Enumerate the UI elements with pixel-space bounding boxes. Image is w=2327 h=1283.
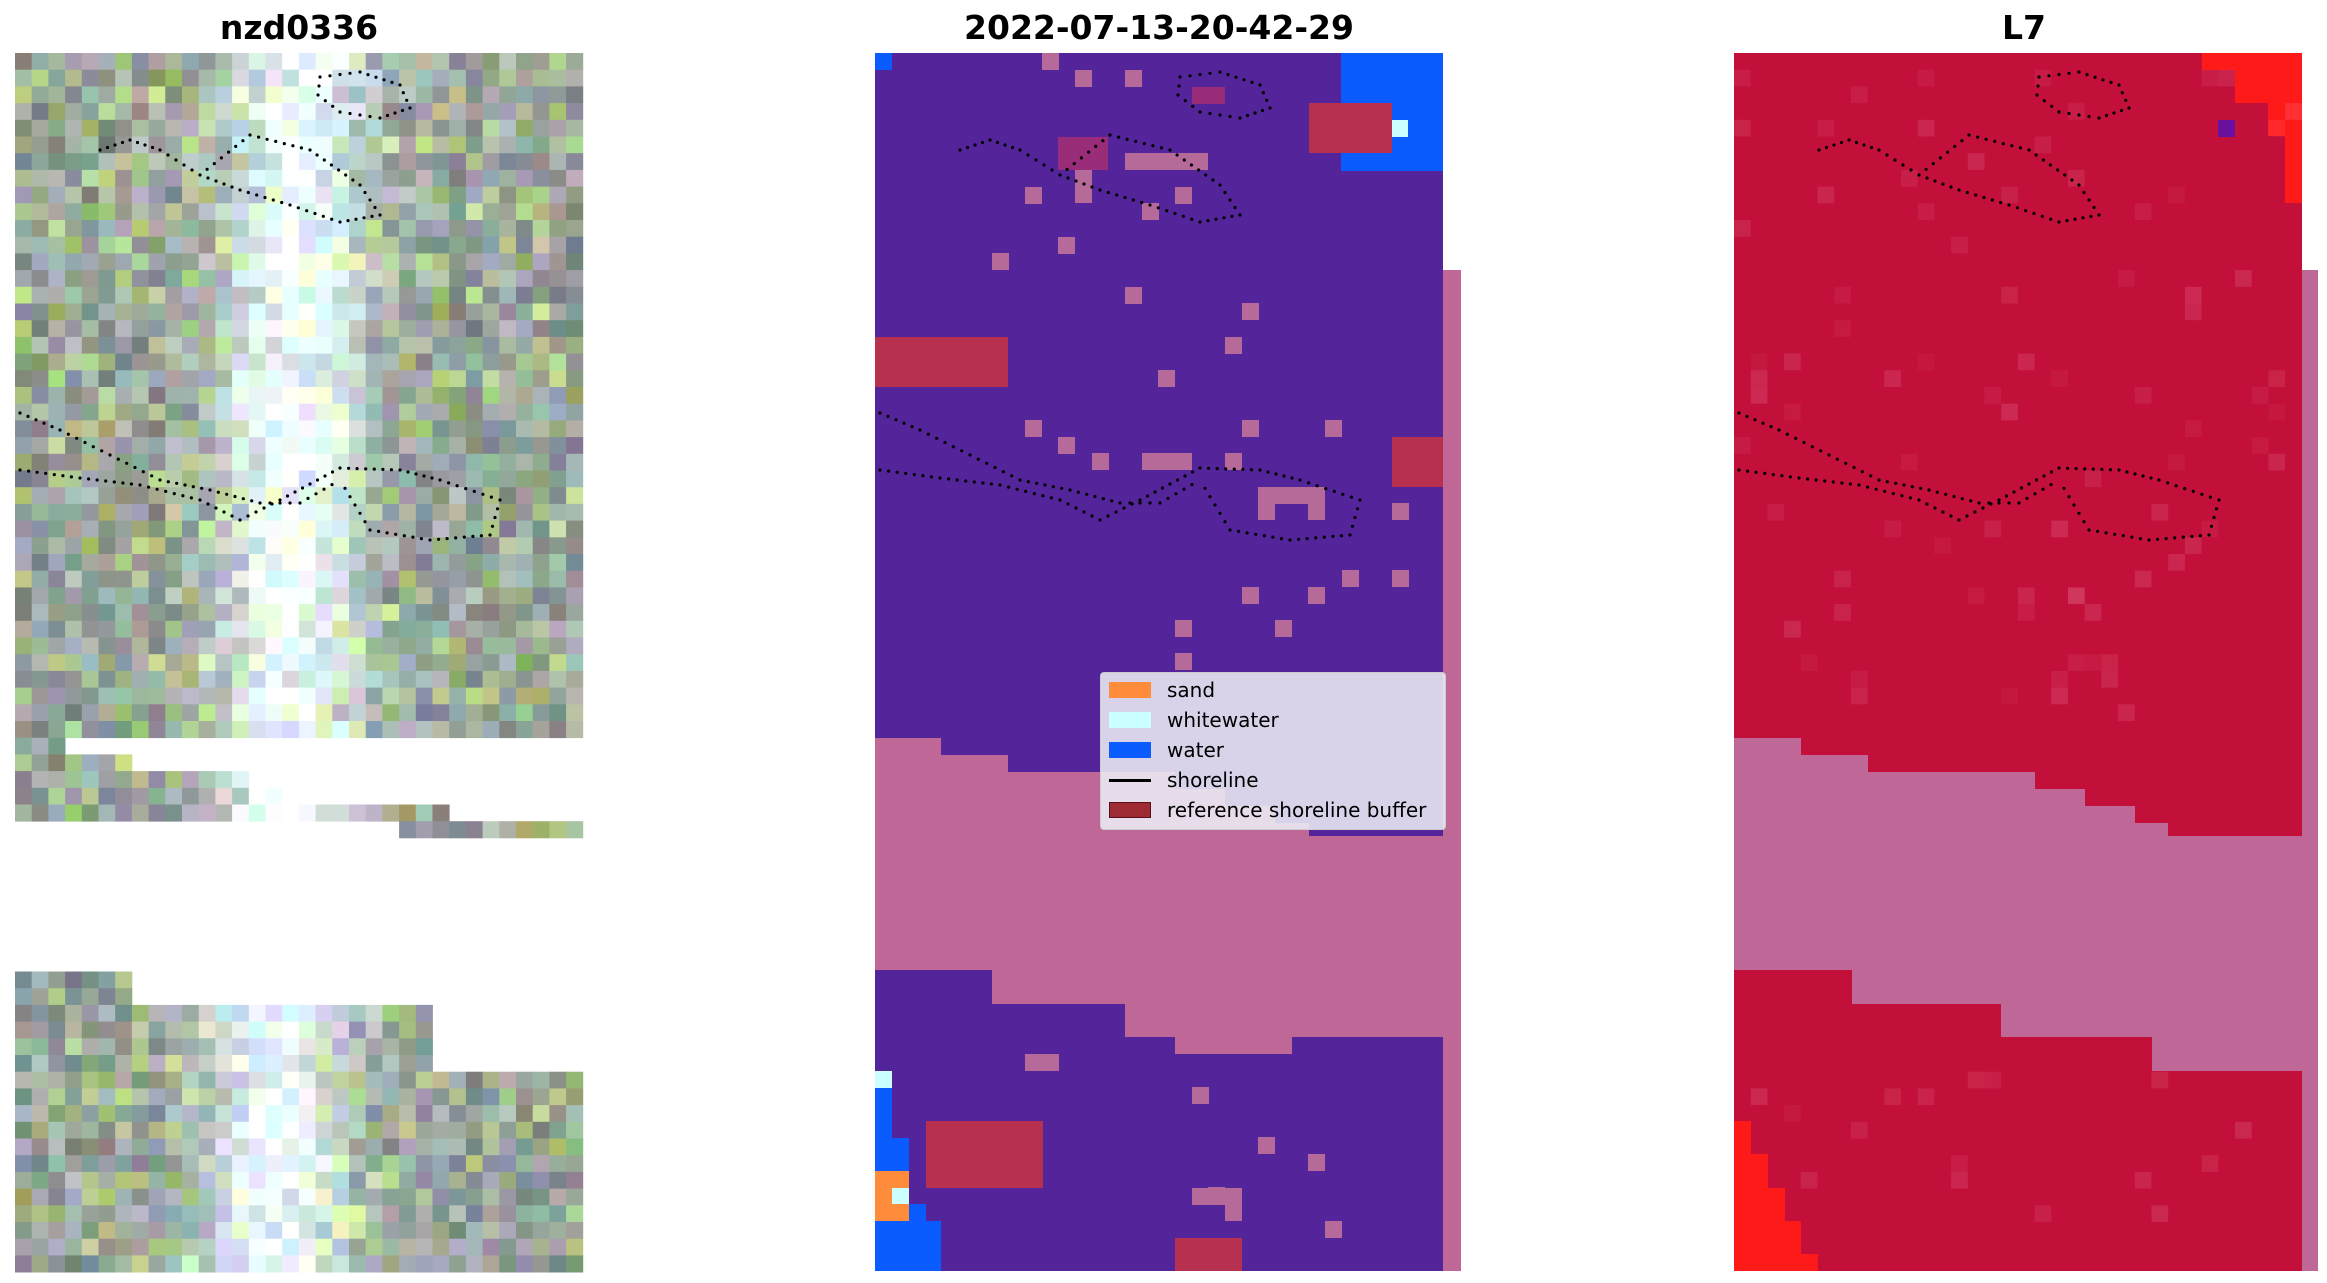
classification-panel [875, 53, 1461, 1271]
water-swatch [1109, 742, 1151, 758]
legend-label-whitewater: whitewater [1167, 708, 1279, 732]
classification-specks [992, 53, 1409, 1238]
sand-swatch [1109, 682, 1151, 698]
classification-shoreline-dots [878, 70, 1362, 542]
legend-item-reference-buffer: reference shoreline buffer [1109, 797, 1426, 823]
classification-other-area [875, 53, 1461, 1271]
l7-index-panel [1734, 53, 2318, 1271]
rgb-shoreline-dots [18, 70, 502, 542]
legend-item-water: water [1109, 737, 1224, 763]
legend-item-whitewater: whitewater [1109, 707, 1279, 733]
l7-shoreline-dots [1737, 70, 2221, 542]
legend-item-sand: sand [1109, 677, 1215, 703]
legend-label-water: water [1167, 738, 1224, 762]
shoreline-swatch [1109, 778, 1151, 782]
panel-title-classification: 2022-07-13-20-42-29 [964, 8, 1354, 47]
legend-item-shoreline: shoreline [1109, 767, 1259, 793]
legend-label-shoreline: shoreline [1167, 768, 1259, 792]
legend-label-reference-buffer: reference shoreline buffer [1167, 798, 1427, 822]
panel-title-rgb: nzd0336 [219, 8, 379, 47]
classification-buffer-band [875, 738, 1461, 1054]
l7-index-mottle [1734, 69, 2302, 1222]
legend: sand whitewater water shoreline referenc… [1100, 672, 1446, 830]
classification-details [875, 53, 1443, 1271]
rgb-pixel-tiles [15, 53, 584, 1273]
whitewater-swatch [1109, 712, 1151, 728]
legend-label-sand: sand [1167, 678, 1216, 702]
rgb-image-panel [15, 53, 584, 1273]
reference-buffer-swatch [1109, 802, 1151, 818]
panel-title-index: L7 [2002, 8, 2046, 47]
